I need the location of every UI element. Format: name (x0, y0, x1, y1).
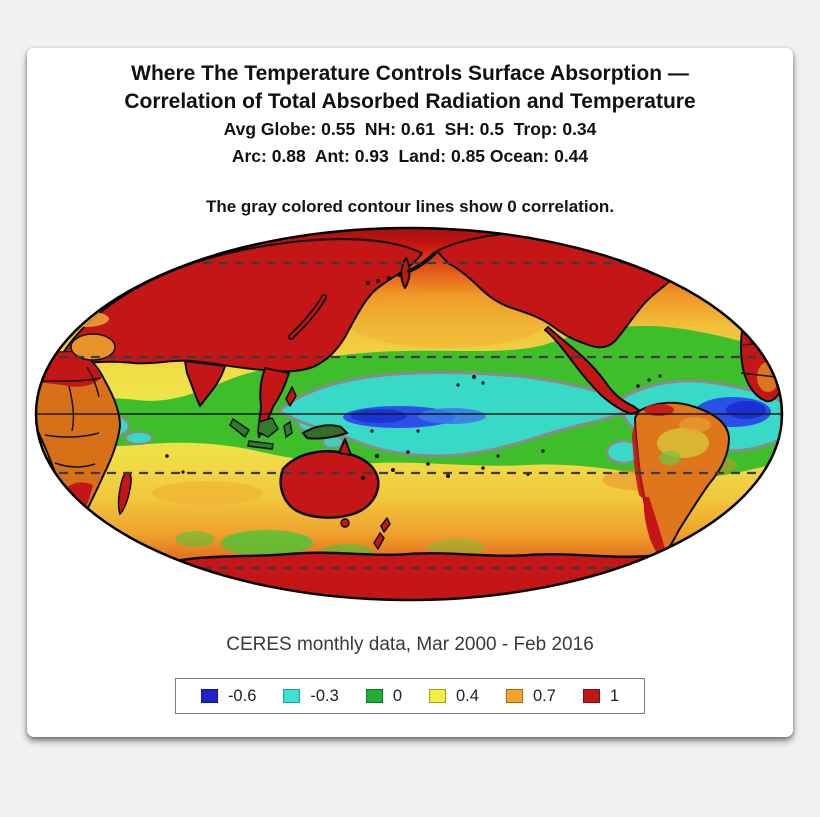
stats-line-1: Avg Globe: 0.55 NH: 0.61 SH: 0.5 Trop: 0… (223, 119, 597, 139)
north-pacific-orange (347, 292, 547, 348)
legend-item: -0.6 (200, 686, 257, 706)
legend-label: -0.3 (310, 686, 339, 705)
legend-item: -0.3 (283, 686, 339, 706)
japan (289, 295, 326, 339)
legend-swatch (505, 689, 523, 703)
island-dots (165, 374, 662, 480)
data-source-caption: CERES monthly data, Mar 2000 - Feb 2016 (226, 634, 594, 655)
legend-item: 0.4 (429, 687, 479, 706)
mediterranean (61, 311, 109, 327)
alaska-peninsula (407, 251, 437, 273)
amazon-yellow (657, 428, 709, 458)
figure-card: Where The Temperature Controls Surface A… (27, 48, 793, 737)
tasmania (340, 518, 350, 528)
blue-core-east (726, 401, 766, 419)
aleutian-islands (366, 273, 401, 285)
indonesia-islands (229, 417, 293, 450)
legend-label: 1 (609, 686, 620, 705)
title-line-1: Where The Temperature Controls Surface A… (131, 62, 689, 85)
cape-york (338, 438, 352, 456)
blue-core-central (351, 409, 407, 423)
regional-stats: Avg Globe: 0.55 NH: 0.61 SH: 0.5 Trop: 0… (27, 116, 793, 170)
indian-ocean-orange (152, 481, 262, 505)
legend-swatch (200, 689, 218, 703)
stats-line-2: Arc: 0.88 Ant: 0.93 Land: 0.85 Ocean: 0.… (231, 146, 589, 166)
color-legend: -0.6 -0.3 0 0.4 0.7 1 (175, 678, 645, 714)
legend-item: 0 (365, 686, 402, 706)
title-line-2: Correlation of Total Absorbed Radiation … (124, 89, 696, 113)
antarctica (145, 551, 677, 600)
andes-red (632, 421, 647, 503)
legend-label: 0.4 (456, 686, 479, 705)
legend-swatch (283, 689, 301, 703)
new-zealand (373, 532, 385, 550)
southern-green-patch (427, 539, 487, 555)
figure-title: Where The Temperature Controls Surface A… (27, 60, 793, 115)
legend-swatch (582, 689, 600, 703)
patagonia-red (643, 497, 667, 557)
correlation-map (34, 226, 784, 602)
new-guinea (301, 424, 349, 440)
legend-item: 0.7 (505, 686, 556, 706)
southern-green-patch (175, 531, 215, 547)
southern-green-patch (221, 530, 313, 556)
arabia (70, 333, 116, 361)
legend-label: -0.6 (227, 686, 257, 705)
brazil-orange (679, 417, 711, 433)
amazon-green (659, 451, 681, 465)
legend-item: 1 (582, 686, 620, 706)
philippines (285, 386, 297, 407)
legend-label: 0.7 (532, 686, 556, 705)
venezuela-red (644, 404, 674, 416)
blue-core-central (418, 408, 486, 424)
india (184, 360, 226, 407)
kamchatka (400, 257, 411, 289)
legend-swatch (365, 689, 383, 703)
mexico-central-america (544, 326, 641, 415)
africa-borders (36, 366, 102, 468)
greenland (672, 231, 702, 259)
legend-label: 0 (392, 686, 402, 705)
contour-note: The gray colored contour lines show 0 co… (205, 197, 615, 216)
map-outline (34, 226, 784, 602)
australia (279, 450, 380, 519)
new-zealand (380, 517, 391, 533)
negative-patch-africa (125, 431, 153, 445)
legend-swatch (429, 689, 446, 703)
